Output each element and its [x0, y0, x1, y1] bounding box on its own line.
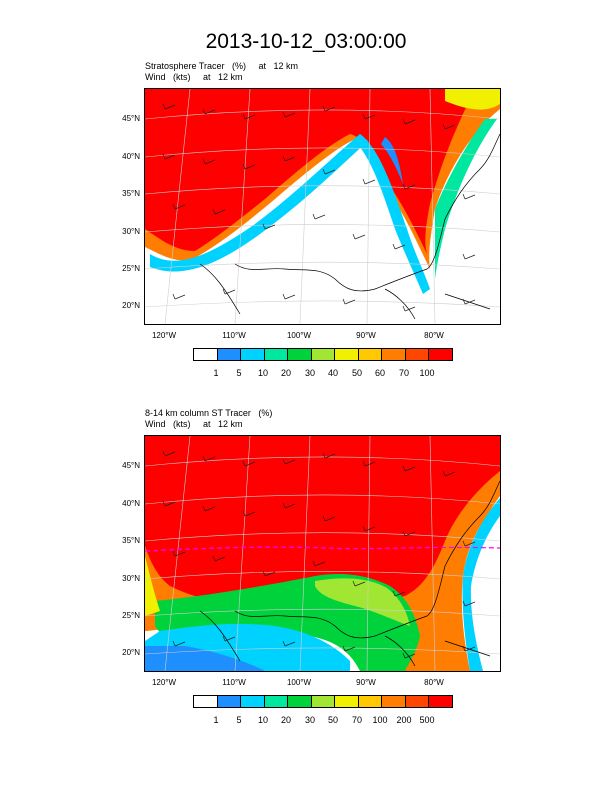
colorbar-swatch [264, 349, 289, 360]
panel-1-lon-label: 120°W [151, 331, 177, 340]
colorbar-swatch [241, 349, 265, 360]
panel-2-lat-label: 35°N [122, 536, 140, 545]
panel-1-field [145, 89, 500, 324]
panel-1-map [144, 88, 501, 325]
panel-1-colorbar-label: 70 [398, 368, 409, 378]
colorbar-swatch [264, 696, 289, 707]
panel-2-colorbar-label: 50 [327, 715, 338, 725]
panel-1-lat-label: 25°N [122, 264, 140, 273]
panel-1-colorbar-label: 60 [374, 368, 385, 378]
panel-2-subtitle-tracer: 8-14 km column ST Tracer (%) [145, 408, 273, 418]
panel-2-lon-label: 90°W [356, 678, 376, 687]
colorbar-swatch [335, 349, 359, 360]
colorbar-swatch [217, 696, 242, 707]
panel-2-lat-label: 30°N [122, 574, 140, 583]
panel-2-lat-label: 40°N [122, 499, 140, 508]
panel-1-colorbar-label: 10 [257, 368, 268, 378]
panel-2-lat-label: 45°N [122, 461, 140, 470]
panel-2-lon-label: 80°W [424, 678, 444, 687]
panel-2-subtitle-wind: Wind (kts) at 12 km [145, 419, 243, 429]
panel-1-colorbar-label: 5 [236, 368, 242, 378]
panel-2-colorbar-label: 30 [304, 715, 315, 725]
panel-1-lat-label: 30°N [122, 227, 140, 236]
colorbar-swatch [405, 696, 430, 707]
panel-1-colorbar-label: 30 [304, 368, 315, 378]
panel-1-lat-label: 20°N [122, 301, 140, 310]
panel-1-lon-label: 80°W [424, 331, 444, 340]
panel-2-colorbar-label: 500 [419, 715, 435, 725]
panel-2-lon-label: 100°W [286, 678, 312, 687]
colorbar-swatch [382, 349, 406, 360]
panel-1-colorbar-label: 100 [419, 368, 435, 378]
panel-1-lon-label: 90°W [356, 331, 376, 340]
plot-title: 2013-10-12_03:00:00 [205, 30, 407, 53]
panel-1-subtitle-wind: Wind (kts) at 12 km [145, 72, 243, 82]
panel-1-lat-label: 35°N [122, 189, 140, 198]
colorbar-swatch [358, 696, 383, 707]
colorbar-swatch [194, 696, 218, 707]
colorbar-swatch [217, 349, 242, 360]
panel-2-lat-label: 25°N [122, 611, 140, 620]
panel-1-lat-label: 45°N [122, 114, 140, 123]
panel-2-map [144, 435, 501, 672]
colorbar-swatch [429, 696, 453, 707]
panel-1-lon-label: 100°W [286, 331, 312, 340]
panel-2-field [145, 436, 500, 671]
panel-1-colorbar-label: 1 [213, 368, 219, 378]
panel-2-colorbar-label: 1 [213, 715, 219, 725]
colorbar-swatch [288, 696, 312, 707]
colorbar-swatch [382, 696, 406, 707]
panel-1-colorbar-label: 50 [351, 368, 362, 378]
colorbar-swatch [335, 696, 359, 707]
panel-2-lat-label: 20°N [122, 648, 140, 657]
colorbar-swatch [358, 349, 383, 360]
panel-1-subtitle-tracer: Stratosphere Tracer (%) at 12 km [145, 61, 299, 71]
panel-2-colorbar-label: 5 [236, 715, 242, 725]
panel-1-colorbar-label: 20 [280, 368, 291, 378]
colorbar-swatch [429, 349, 453, 360]
panel-2-colorbar-label: 20 [280, 715, 291, 725]
colorbar-swatch [405, 349, 430, 360]
panel-2-lon-label: 120°W [151, 678, 177, 687]
colorbar-swatch [311, 696, 336, 707]
panel-2-lon-label: 110°W [222, 678, 246, 687]
panel-2-colorbar-label: 70 [351, 715, 362, 725]
panel-2-colorbar-label: 10 [257, 715, 268, 725]
colorbar-swatch [194, 349, 218, 360]
panel-1-colorbar [193, 348, 453, 361]
panel-2-colorbar-label: 200 [396, 715, 412, 725]
panel-2-colorbar [193, 695, 453, 708]
panel-1-lat-label: 40°N [122, 152, 140, 161]
colorbar-swatch [241, 696, 265, 707]
colorbar-swatch [311, 349, 336, 360]
colorbar-swatch [288, 349, 312, 360]
panel-1-lon-label: 110°W [222, 331, 246, 340]
panel-1-colorbar-label: 40 [327, 368, 338, 378]
panel-2-colorbar-label: 100 [372, 715, 388, 725]
